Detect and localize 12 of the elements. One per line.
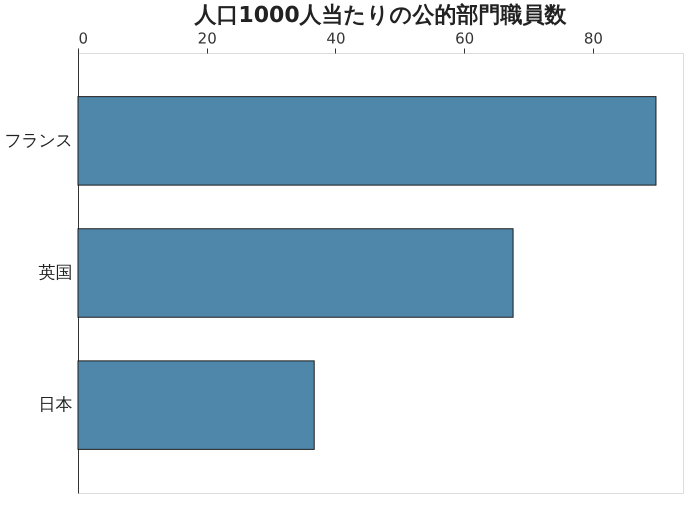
bar <box>78 360 315 450</box>
y-tick-label: フランス <box>4 130 72 151</box>
x-tick-label: 80 <box>584 30 603 48</box>
chart-title: 人口1000人当たりの公的部門職員数 <box>193 2 568 28</box>
x-tick-label: 40 <box>326 30 346 48</box>
bar <box>78 96 656 186</box>
x-tick-label: 0 <box>78 30 88 48</box>
x-tick-label: 60 <box>455 30 474 48</box>
y-tick-label: 英国 <box>38 263 72 283</box>
y-tick-label: 日本 <box>38 395 72 416</box>
bar <box>78 228 514 318</box>
x-tick-label: 20 <box>198 30 217 48</box>
